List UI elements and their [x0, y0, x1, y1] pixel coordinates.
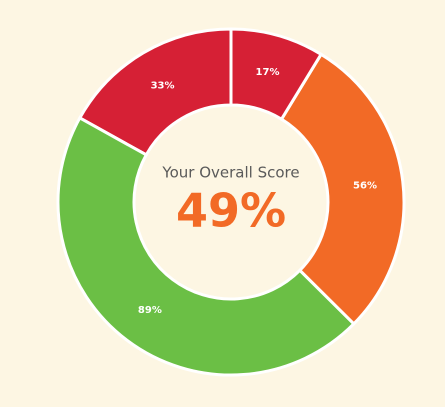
donut-slice	[280, 52, 406, 326]
slice-label: 17%	[256, 67, 280, 78]
slice-label: 56%	[353, 181, 377, 192]
slice-label: 33%	[151, 81, 175, 92]
slice-label: 89%	[138, 305, 162, 316]
donut-slice	[56, 116, 356, 377]
donut-slice	[229, 27, 323, 121]
center-title: Your Overall Score	[161, 164, 299, 182]
center-score: 49%	[176, 184, 286, 238]
